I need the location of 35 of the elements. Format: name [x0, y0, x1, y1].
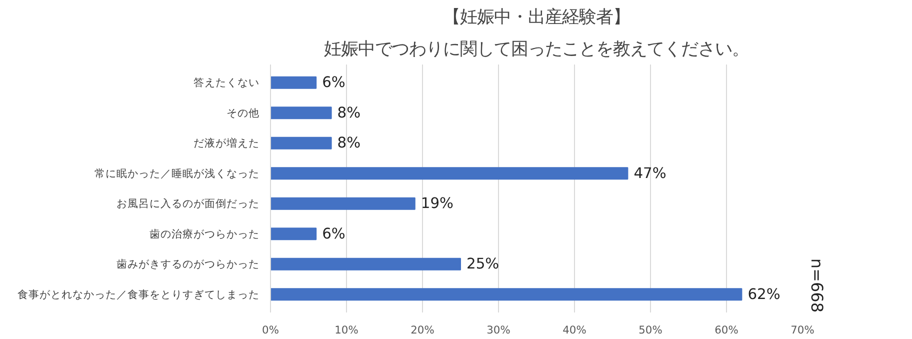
data-label: 8%	[337, 104, 361, 122]
y-tick-label: 歯みがきするのがつらかった	[116, 258, 260, 271]
bar	[270, 228, 317, 240]
data-label: 6%	[322, 225, 346, 242]
data-label: 6%	[322, 74, 346, 92]
bar	[270, 136, 332, 150]
y-tick-label: お風呂に入るのが面倒だった	[116, 197, 260, 210]
bar	[270, 167, 628, 180]
y-tick-label: 答えたくない	[194, 76, 260, 90]
x-tick-label: 20%	[410, 324, 434, 336]
bar	[270, 197, 416, 210]
data-label: 8%	[337, 134, 361, 152]
x-tick-label: 70%	[790, 324, 814, 336]
x-tick-label: 50%	[638, 324, 662, 336]
text: n=668	[808, 258, 826, 313]
y-tick-label: 歯の治療がつらかった	[150, 227, 260, 240]
x-tick-label: 0%	[262, 324, 279, 336]
y-tick-label: 常に眠かった／睡眠が浅くなった	[94, 166, 260, 180]
data-label: 19%	[420, 195, 454, 212]
data-label: 47%	[634, 164, 666, 182]
x-tick-label: 30%	[486, 324, 510, 336]
chart-title: 【妊娠中・出産経験者】	[443, 8, 630, 28]
y-tick-label: 食事がとれなかった／食事をとりすぎてしまった	[18, 288, 260, 301]
x-tick-label: 10%	[334, 324, 358, 336]
data-label: 62%	[748, 286, 780, 303]
chart-subtitle: 妊娠中でつわりに関して困ったことを教えてください。	[324, 40, 749, 60]
y-tick-label: だ液が増えた	[194, 136, 260, 150]
bar	[270, 76, 317, 89]
data-label: 25%	[466, 256, 500, 273]
bar	[270, 288, 742, 301]
y-tick-label: その他	[226, 106, 260, 120]
x-tick-label: 40%	[562, 324, 586, 336]
bar	[270, 106, 332, 120]
bar	[270, 258, 461, 270]
x-tick-label: 60%	[714, 324, 738, 336]
